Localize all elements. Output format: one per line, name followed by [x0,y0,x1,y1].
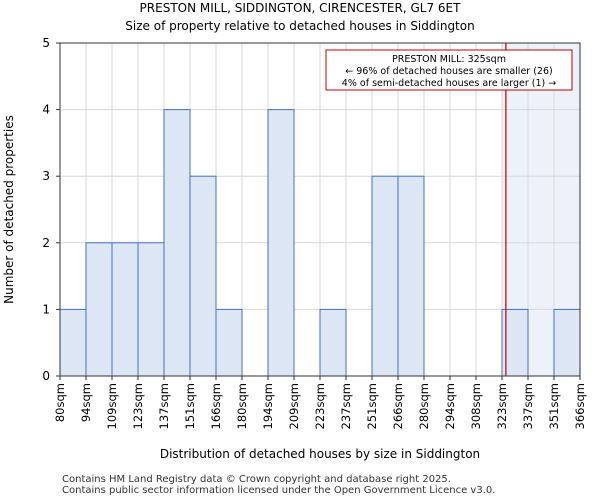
histogram-bar [215,308,243,377]
x-tick-label: 109sqm [105,383,119,429]
histogram-bar [319,308,347,377]
y-tick-label: 2 [42,236,50,250]
annotation-smaller-text: ← 96% of detached houses are smaller (26… [345,66,552,77]
x-tick-label: 351sqm [547,383,561,429]
x-tick-label: 266sqm [391,383,405,429]
y-tick-label: 5 [42,36,50,50]
histogram-bar [85,242,113,377]
annotation-title: PRESTON MILL: 325sqm [392,54,506,65]
histogram-bar [553,308,581,377]
histogram-bar [59,308,87,377]
y-tick-label: 1 [42,302,50,316]
footer-copyright: Contains HM Land Registry data © Crown c… [62,474,451,485]
x-tick-label: 80sqm [53,383,67,422]
x-tick-label: 123sqm [131,383,145,429]
y-tick-label: 3 [42,169,50,183]
x-tick-label: 251sqm [365,383,379,429]
histogram-bar [397,175,425,377]
chart-title: PRESTON MILL, SIDDINGTON, CIRENCESTER, G… [139,1,461,15]
y-tick-label: 0 [42,369,50,383]
x-tick-label: 94sqm [79,383,93,422]
y-tick-label: 4 [42,103,50,117]
histogram-bar [111,242,139,377]
x-tick-label: 166sqm [209,383,223,429]
x-tick-label: 237sqm [339,383,353,429]
histogram-bar [189,175,217,377]
annotation-box [325,49,573,91]
x-tick-label: 223sqm [313,383,327,429]
y-axis-title: Number of detached properties [2,115,16,304]
chart-subtitle: Size of property relative to detached ho… [125,19,475,33]
x-tick-label: 209sqm [287,383,301,429]
x-tick-label: 366sqm [573,383,587,429]
histogram-bar [137,242,165,377]
footer-licence: Contains public sector information licen… [62,485,496,496]
histogram-bar [371,175,399,377]
x-tick-label: 337sqm [521,383,535,429]
x-tick-label: 323sqm [495,383,509,429]
x-tick-label: 151sqm [183,383,197,429]
x-tick-label: 308sqm [469,383,483,429]
annotation-larger-text: 4% of semi-detached houses are larger (1… [342,78,556,89]
histogram-bar [267,109,295,377]
x-tick-label: 294sqm [443,383,457,429]
x-axis-title: Distribution of detached houses by size … [160,447,480,461]
x-tick-label: 280sqm [417,383,431,429]
histogram-bar [163,109,191,377]
x-tick-label: 180sqm [235,383,249,429]
x-tick-label: 194sqm [261,383,275,429]
x-tick-label: 137sqm [157,383,171,429]
